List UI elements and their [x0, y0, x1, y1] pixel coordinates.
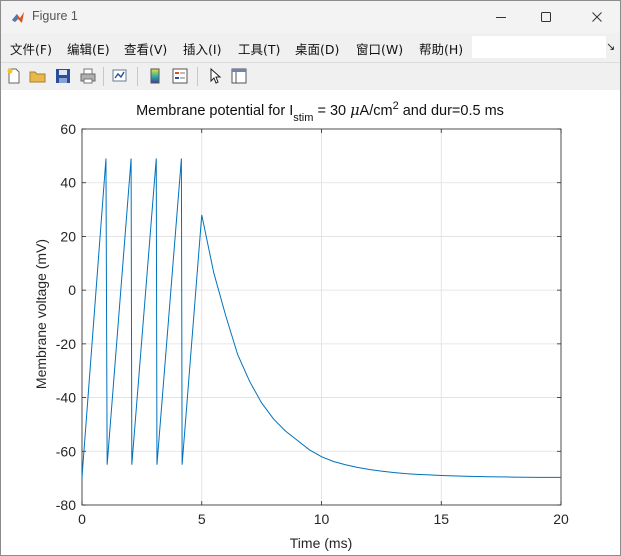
minimize-button[interactable] — [478, 1, 524, 33]
menu-bar: 文件(F) 编辑(E) 查看(V) 插入(I) 工具(T) 桌面(D) 窗口(W… — [1, 34, 620, 60]
toolbar-separator — [103, 67, 104, 86]
dock-arrow-icon[interactable]: ↘ — [606, 41, 616, 53]
y-tick-label: -40 — [56, 390, 76, 406]
close-icon — [592, 12, 602, 22]
title-bar: Figure 1 — [1, 1, 620, 33]
figure-toolbar — [1, 62, 620, 91]
window-title: Figure 1 — [32, 9, 78, 23]
menu-view[interactable]: 查看(V) — [124, 42, 168, 57]
line-plot[interactable]: 0 5 10 15 20 -80 -60 -40 -20 0 20 40 60 Membrane pot… — [1, 90, 620, 555]
maximize-button[interactable] — [523, 1, 569, 33]
menu-desktop[interactable]: 桌面(D) — [295, 42, 340, 57]
minimize-icon — [496, 17, 506, 18]
x-tick-label: 20 — [553, 511, 569, 527]
y-tick-label: 40 — [60, 175, 76, 191]
new-figure-icon[interactable] — [5, 67, 23, 85]
legend-icon[interactable] — [171, 67, 189, 85]
series-line — [81, 158, 561, 479]
maximize-icon — [541, 12, 551, 22]
y-tick-label: -20 — [56, 336, 76, 352]
y-tick-label: 20 — [60, 228, 76, 244]
toolbar-separator — [197, 67, 198, 86]
chart-title: Membrane potential for Istim = 30 μA/cm2… — [136, 100, 504, 124]
menu-tools[interactable]: 工具(T) — [238, 42, 281, 57]
y-axis-label: Membrane voltage (mV) — [33, 239, 49, 389]
y-tick-label: 60 — [60, 121, 76, 137]
menu-file[interactable]: 文件(F) — [10, 42, 52, 57]
x-axis-label: Time (ms) — [290, 535, 352, 551]
y-tick-label: -80 — [56, 497, 76, 513]
edit-plot-arrow-icon[interactable] — [206, 67, 224, 85]
close-button[interactable] — [574, 1, 620, 33]
toolbar-separator — [137, 67, 138, 86]
menu-window[interactable]: 窗口(W) — [356, 42, 404, 57]
menu-edit[interactable]: 编辑(E) — [67, 42, 110, 57]
colorbar-icon[interactable] — [146, 67, 164, 85]
menu-help[interactable]: 帮助(H) — [419, 42, 464, 57]
matlab-logo-icon — [11, 10, 25, 24]
y-tick-label: -60 — [56, 443, 76, 459]
x-tick-label: 5 — [198, 511, 206, 527]
menu-insert[interactable]: 插入(I) — [183, 42, 222, 57]
x-tick-label: 15 — [433, 511, 449, 527]
menu-spacer — [472, 36, 606, 58]
x-tick-label: 0 — [78, 511, 86, 527]
y-tick-label: 0 — [68, 282, 76, 298]
property-inspector-icon[interactable] — [230, 67, 248, 85]
save-icon[interactable] — [54, 67, 72, 85]
open-file-icon[interactable] — [29, 67, 47, 85]
figure-canvas: 0 5 10 15 20 -80 -60 -40 -20 0 20 40 60 Membrane pot… — [1, 90, 620, 555]
x-tick-label: 10 — [314, 511, 330, 527]
print-icon[interactable] — [79, 67, 97, 85]
link-plot-icon[interactable] — [111, 67, 129, 85]
